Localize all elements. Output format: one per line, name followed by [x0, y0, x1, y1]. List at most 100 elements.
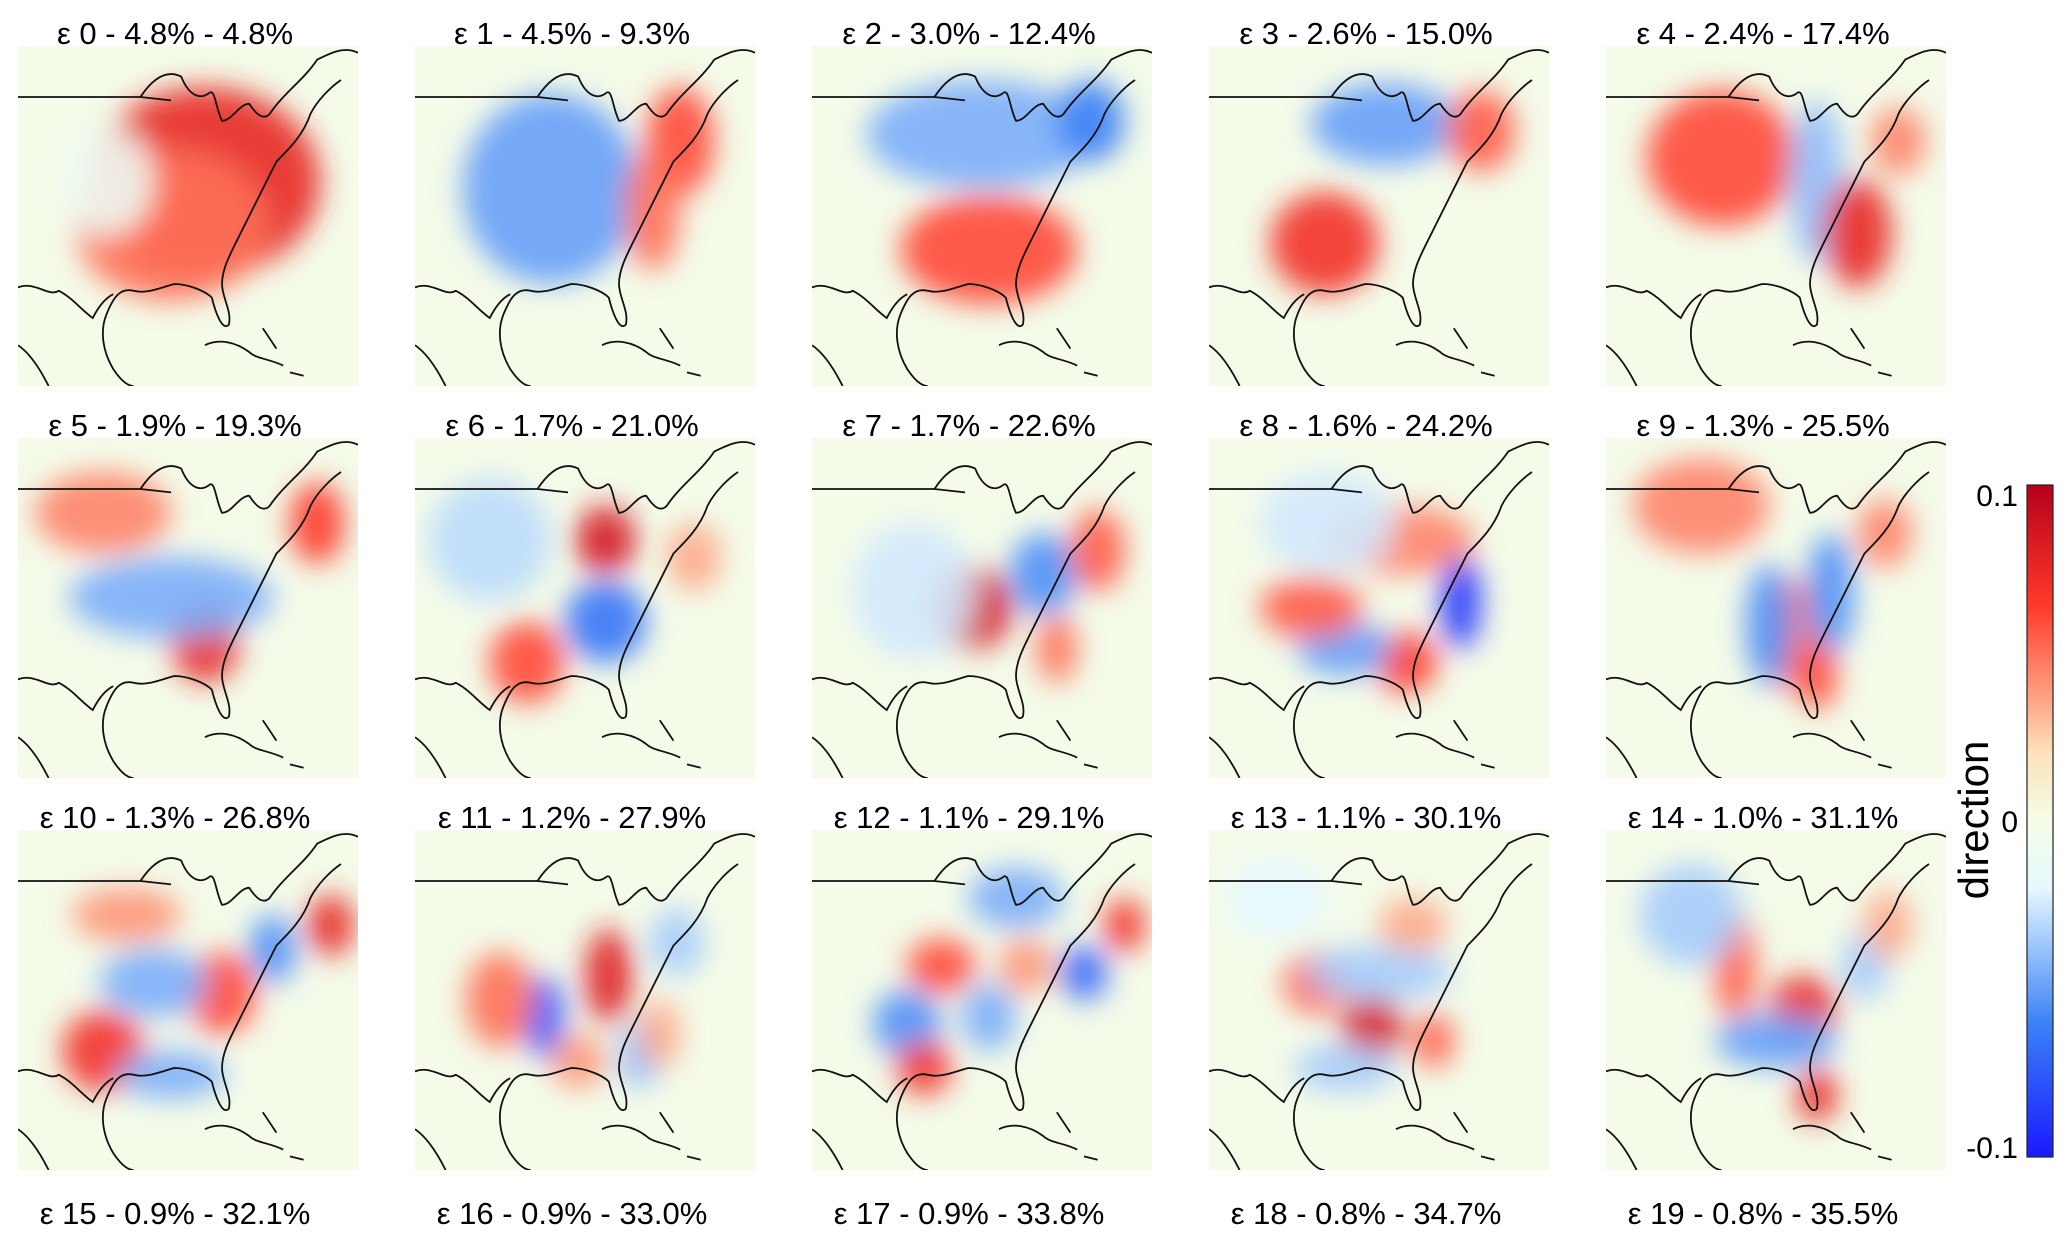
positive-anomaly — [907, 938, 976, 994]
positive-anomaly — [1036, 614, 1078, 683]
map-panel — [1606, 46, 1946, 386]
negative-anomaly — [1640, 864, 1742, 966]
positive-anomaly — [307, 894, 355, 956]
positive-anomaly — [900, 195, 1078, 305]
positive-anomaly — [1823, 178, 1892, 288]
positive-anomaly — [1379, 898, 1447, 953]
map-panel — [1209, 830, 1549, 1170]
national-border — [18, 880, 172, 886]
map-panel — [812, 438, 1152, 778]
panel-title: ε 5 - 1.9% - 19.3% — [48, 408, 301, 443]
coastline — [812, 49, 1152, 386]
positive-anomaly — [1260, 577, 1362, 639]
colorbar: 0.1 0 -0.1 direction — [1950, 480, 2054, 1165]
negative-anomaly — [866, 80, 1098, 189]
panel-title: ε 15 - 0.9% - 32.1% — [40, 1196, 311, 1231]
panel-title: ε 6 - 1.7% - 21.0% — [445, 408, 698, 443]
negative-anomaly — [1440, 553, 1481, 649]
positive-anomaly — [666, 523, 721, 591]
negative-anomaly — [1745, 563, 1793, 687]
map-panel — [415, 830, 755, 1170]
field-anomalies — [852, 509, 1125, 683]
positive-anomaly — [72, 887, 182, 943]
negative-anomaly — [1056, 80, 1125, 162]
panel-title: ε 19 - 0.8% - 35.5% — [1628, 1196, 1899, 1231]
negative-anomaly — [1226, 857, 1328, 939]
positive-anomaly — [1857, 499, 1912, 568]
coastline — [812, 833, 1152, 1170]
national-border — [1606, 880, 1760, 886]
map-panel — [812, 46, 1152, 386]
field-anomalies — [1646, 90, 1926, 288]
negative-anomaly — [249, 915, 297, 983]
panel-title: ε 2 - 3.0% - 12.4% — [842, 16, 1095, 51]
field-anomalies — [466, 908, 704, 1089]
negative-anomaly — [1060, 945, 1108, 1000]
positive-anomaly — [1864, 891, 1912, 960]
negative-anomaly — [428, 478, 551, 602]
positive-anomaly — [1796, 642, 1838, 710]
field-anomalies — [1260, 472, 1481, 693]
panel-title: ε 0 - 4.8% - 4.8% — [57, 16, 293, 51]
national-border — [1209, 488, 1363, 494]
map-panel — [1606, 438, 1946, 778]
panel-title: ε 11 - 1.2% - 27.9% — [438, 800, 706, 835]
positive-anomaly — [1070, 509, 1125, 591]
negative-anomaly — [1009, 533, 1078, 615]
negative-anomaly — [852, 523, 976, 659]
negative-anomaly — [1304, 945, 1454, 1000]
panel-title: ε 17 - 0.9% - 33.8% — [834, 1196, 1105, 1231]
positive-anomaly — [466, 952, 534, 1048]
map-panel — [415, 438, 755, 778]
field-anomalies — [866, 80, 1125, 305]
coastline — [415, 833, 755, 1170]
negative-anomaly — [69, 557, 273, 639]
positive-anomaly — [1104, 898, 1146, 953]
positive-anomaly — [639, 1000, 681, 1068]
coastline — [18, 441, 358, 778]
positive-anomaly — [574, 506, 636, 574]
positive-anomaly — [1413, 1013, 1454, 1068]
panel-title: ε 12 - 1.1% - 29.1% — [834, 800, 1105, 835]
panel-titles: ε 0 - 4.8% - 4.8% ε 1 - 4.5% - 9.3% ε 2 - … — [40, 16, 1899, 1231]
panel-title: ε 1 - 4.5% - 9.3% — [454, 16, 690, 51]
colorbar-tick-zero: 0 — [2001, 806, 2018, 839]
positive-anomaly — [999, 938, 1054, 994]
coastline — [18, 49, 358, 386]
map-panel — [1209, 46, 1549, 386]
map-panel — [812, 830, 1152, 1170]
panel-title: ε 3 - 2.6% - 15.0% — [1239, 16, 1492, 51]
map-panel — [1209, 438, 1549, 778]
panel-title: ε 4 - 2.4% - 17.4% — [1636, 16, 1889, 51]
positive-anomaly — [897, 1040, 952, 1096]
panel-title: ε 7 - 1.7% - 22.6% — [842, 408, 1095, 443]
field-anomalies — [462, 86, 715, 284]
negative-anomaly — [58, 127, 154, 237]
map-panel — [1606, 830, 1946, 1170]
colorbar-tick-min: -0.1 — [1966, 1132, 2018, 1165]
field-anomalies — [62, 887, 355, 1099]
negative-anomaly — [1311, 83, 1461, 165]
positive-anomaly — [1270, 192, 1379, 295]
field-anomalies — [1226, 857, 1454, 1092]
negative-anomaly — [462, 93, 640, 284]
positive-anomaly — [489, 621, 565, 704]
coastline — [18, 833, 358, 1170]
national-border — [1606, 96, 1760, 102]
national-border — [415, 96, 569, 102]
national-border — [812, 488, 966, 494]
negative-anomaly — [99, 949, 209, 1017]
positive-anomaly — [625, 148, 681, 271]
positive-anomaly — [585, 928, 633, 1024]
positive-anomaly — [1646, 90, 1797, 227]
positive-anomaly — [1871, 107, 1926, 176]
coastline — [1209, 441, 1549, 778]
field-anomalies — [58, 86, 321, 301]
coastline — [415, 441, 755, 778]
panel-title: ε 8 - 1.6% - 24.2% — [1239, 408, 1492, 443]
negative-anomaly — [523, 976, 565, 1058]
negative-anomaly — [116, 1051, 226, 1099]
coastline — [1606, 49, 1946, 386]
coastline — [1606, 833, 1946, 1170]
panel-title: ε 9 - 1.3% - 25.5% — [1636, 408, 1889, 443]
